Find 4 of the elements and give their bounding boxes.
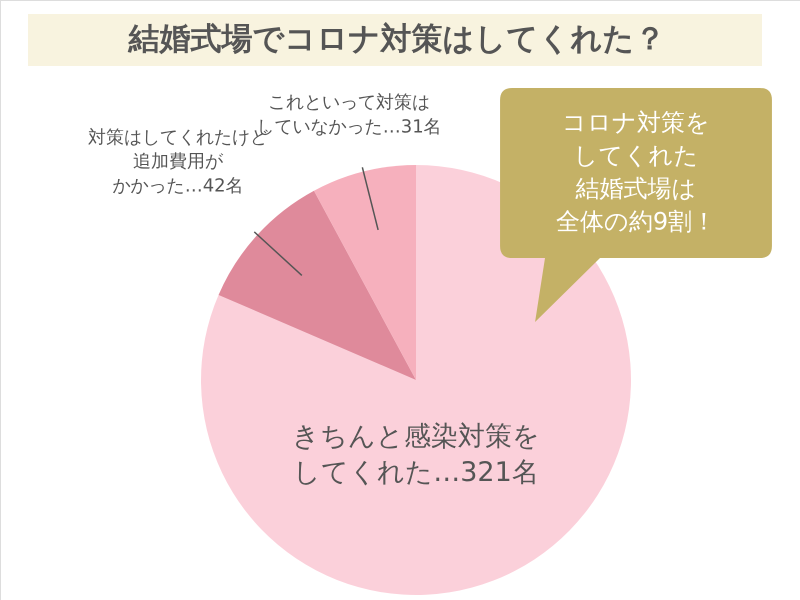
slice-label: きちんと感染対策をしてくれた…321名 xyxy=(292,420,540,488)
pie-slice xyxy=(314,165,416,380)
chart-title: 結婚式場でコロナ対策はしてくれた？ xyxy=(128,21,666,57)
text: コロナ対策をしてくれた結婚式場は全体の約9割！ xyxy=(556,108,716,236)
